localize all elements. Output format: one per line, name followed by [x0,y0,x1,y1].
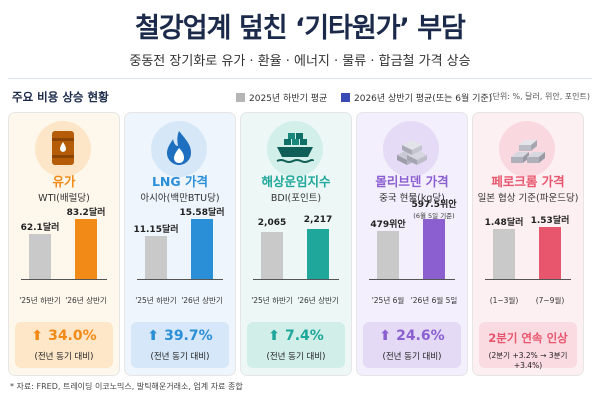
x-axis-label: '26년 상반기 [65,296,107,305]
bar-prev [29,234,51,279]
bar-value-label: 62.1달러 [20,223,60,234]
x-axis-label: '25년 하반기 [135,296,177,305]
bar-value-label: 597.5위안 [411,200,457,210]
change-note: (2분기 +3.2% → 3분기 +3.4%) [488,351,568,370]
change-note: (전년 동기 대비) [34,352,94,362]
bar-value-label: 15.58달러 [179,208,225,218]
card-subtitle: BDI(포인트) [270,193,322,204]
axis-baseline [369,279,455,280]
x-axis-label: '26년 상반기 [181,296,223,305]
page-subtitle: 중동전 장기화로 유가 · 환율 · 에너지 · 물류 · 합금철 가격 상승 [129,54,471,69]
change-note: (전년 동기 대비) [266,352,326,362]
change-value: ⬆ 39.7% [131,328,229,344]
bar-value-label: 1.53달러 [530,216,570,226]
card-title: 몰리브덴 가격 [375,174,449,189]
bar-prev [493,228,515,279]
change-box: ⬆ 34.0% (전년 동기 대비) [15,322,113,368]
change-percent: 34.0% [48,328,97,344]
card-subtitle: 중국 현물(kg당) [379,193,445,204]
legend-curr: 2026년 상반기 평균(또는 6월 기준) [341,91,492,104]
bar-value-label: 2,065 [257,218,287,229]
bar-curr [191,219,213,279]
change-box: ⬆ 7.4% (전년 동기 대비) [247,322,345,368]
card-subtitle: WTI(배럴당) [38,193,90,204]
bar-prev [377,230,399,279]
change-box: ⬆ 24.6% (전년 동기 대비) [363,322,461,368]
cost-card: 유가 WTI(배럴당) 62.1달러 '25년 하반기 83.2달러 '26년 상반기 ⬆ 3… [8,112,120,376]
bar-curr [307,229,329,279]
alloy-bars-icon [499,121,555,177]
change-box: ⬆ 39.7% (전년 동기 대비) [131,322,229,368]
bar-value-note: (6월 5일 기준) [413,212,455,220]
x-axis-label: '26년 6월 5일 [410,296,458,305]
legend-prev-swatch [236,93,245,102]
up-arrow-icon: ⬆ [147,328,160,344]
bar-value-label: 83.2달러 [66,208,106,218]
section-title: 주요 비용 상승 현황 [12,90,109,104]
axis-baseline [253,279,339,280]
change-note: (전년 동기 대비) [150,352,210,362]
x-axis-label: '25년 하반기 [251,296,293,305]
legend-curr-label: 2026년 상반기 평균(또는 6월 기준) [354,94,493,104]
bar-curr [423,219,445,279]
unit-label: (단위: %, 달러, 위안, 포인트) [489,92,590,101]
bar-curr [75,219,97,279]
up-arrow-icon: ⬆ [268,328,280,344]
card-subtitle: 아시아(백만BTU당) [140,193,220,204]
metal-ingots-icon [383,121,439,177]
card-title: 유가 [52,174,76,189]
x-axis-label: '26년 상반기 [297,296,339,305]
bar-prev [145,236,167,279]
bar-prev [261,232,283,279]
change-percent: 24.6% [396,328,445,344]
bar-value-label: 2,217 [303,215,333,225]
change-value: ⬆ 7.4% [247,328,345,344]
bar-value-label: 1.48달러 [484,217,524,228]
change-percent: 39.7% [164,328,213,344]
change-percent: 7.4% [284,328,324,344]
cargo-ship-icon [267,121,323,177]
card-subtitle: 일본 협상 기준(파운드당) [477,193,579,204]
change-value: 2분기 연속 인상 [488,331,568,345]
axis-baseline [21,279,107,280]
change-value: ⬆ 24.6% [363,328,461,344]
bar-value-label: 11.15달러 [133,225,179,236]
axis-baseline [485,279,571,280]
cost-card: 해상운임지수 BDI(포인트) 2,065 '25년 하반기 2,217 '26년 상반기… [240,112,352,376]
up-arrow-icon: ⬆ [31,328,44,344]
legend-prev-label: 2025년 하반기 평균 [249,94,328,104]
up-arrow-icon: ⬆ [379,328,392,344]
source-note: * 자료: FRED, 트레이딩 이코노믹스, 발틱해운거래소, 업계 자료 종… [10,382,243,391]
x-axis-label: (1~3월) [489,296,519,305]
flame-icon [151,121,207,177]
axis-baseline [137,279,223,280]
oil-barrel-icon [35,121,91,177]
bar-curr [539,227,561,279]
x-axis-label: (7~9월) [535,296,565,305]
x-axis-label: '25년 6월 [371,296,405,305]
change-box: 2분기 연속 인상 (2분기 +3.2% → 3분기 +3.4%) [479,322,577,370]
card-title: 페로크롬 가격 [491,174,565,189]
header-divider [8,78,592,79]
x-axis-label: '25년 하반기 [19,296,61,305]
card-title: 해상운임지수 [261,174,331,189]
legend-prev: 2025년 하반기 평균 [236,91,327,104]
card-title: LNG 가격 [151,174,209,189]
bar-value-label: 479위안 [370,219,406,230]
legend-curr-swatch [341,93,350,102]
change-value: ⬆ 34.0% [15,328,113,344]
change-note: (전년 동기 대비) [382,352,442,362]
page-title: 철강업계 덮친 ‘기타원가’ 부담 [135,13,466,44]
